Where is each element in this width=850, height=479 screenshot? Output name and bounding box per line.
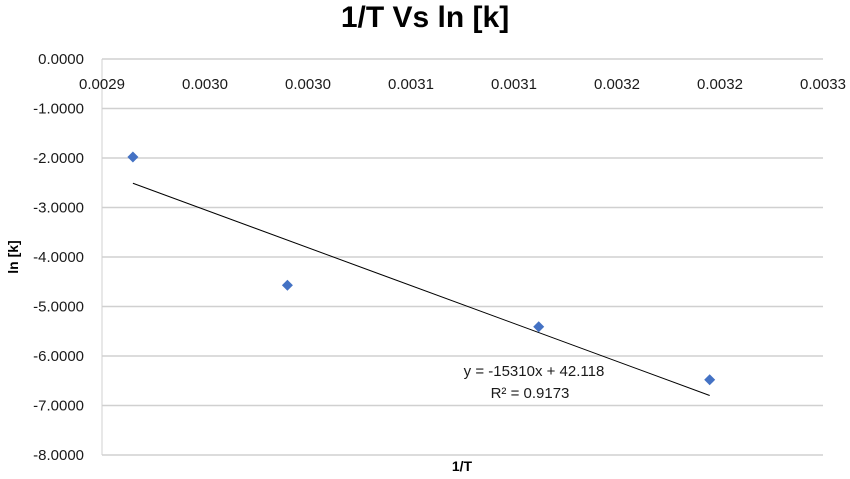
x-tick-label: 0.0031 (491, 76, 537, 93)
data-points (127, 151, 716, 386)
y-tick-label: -7.0000 (33, 398, 84, 415)
gridlines (102, 58, 823, 456)
y-tick-label: 0.0000 (38, 51, 84, 68)
data-point (127, 151, 139, 163)
x-tick-label: 0.0029 (79, 76, 125, 93)
y-tick-label: -2.0000 (33, 150, 84, 167)
x-tick-label: 0.0032 (594, 76, 640, 93)
data-point (533, 321, 545, 333)
x-tick-label: 0.0031 (388, 76, 434, 93)
y-tick-label: -6.0000 (33, 348, 84, 365)
y-tick-label: -3.0000 (33, 200, 84, 217)
y-tick-label: -5.0000 (33, 299, 84, 316)
data-point (281, 279, 293, 291)
x-tick-labels: 0.0029 0.0030 0.0030 0.0031 0.0031 0.0032 0.00… (79, 76, 846, 93)
y-tick-label: -8.0000 (33, 447, 84, 464)
x-tick-label: 0.0030 (285, 76, 331, 93)
y-tick-label: -1.0000 (33, 101, 84, 118)
chart-title: 1/T Vs ln [k] (341, 1, 509, 34)
trendline-r-squared: R² = 0.9173 (491, 385, 570, 402)
x-axis-title: 1/T (452, 458, 473, 474)
x-tick-label: 0.0033 (800, 76, 846, 93)
y-tick-label: -4.0000 (33, 249, 84, 266)
y-axis-title: ln [k] (5, 240, 21, 273)
y-tick-labels: 0.0000 -1.0000 -2.0000 -3.0000 -4.0000 -5.000… (33, 51, 84, 464)
trendline-equation: y = -15310x + 42.118 (464, 363, 605, 380)
trendline (132, 182, 710, 396)
x-tick-label: 0.0032 (697, 76, 743, 93)
data-point (704, 374, 716, 386)
x-tick-label: 0.0030 (182, 76, 228, 93)
